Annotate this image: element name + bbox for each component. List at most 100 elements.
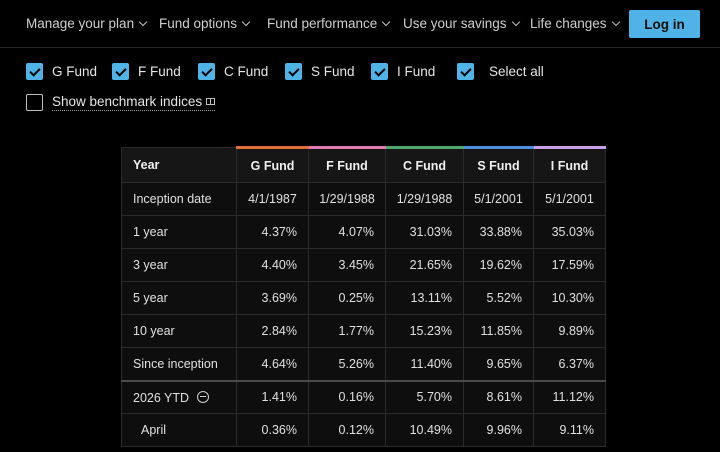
checkbox-checked-icon[interactable]	[457, 63, 474, 80]
benchmark-label-wrap[interactable]: Show benchmark indices	[52, 94, 216, 111]
table-row: 5 year 3.69% 0.25% 13.11% 5.52% 10.30%	[121, 281, 606, 315]
row-label: 2026 YTD	[133, 390, 190, 405]
row-label: April	[121, 413, 237, 447]
table-cell: 5.52%	[463, 281, 534, 315]
nav-fund-performance[interactable]: Fund performance	[267, 16, 391, 31]
checkbox-label: F Fund	[138, 64, 181, 79]
table-cell: 9.11%	[533, 413, 606, 447]
checkbox-label: I Fund	[397, 64, 436, 79]
row-label-ytd[interactable]: 2026 YTD	[121, 379, 237, 414]
top-nav: Manage your plan Fund options Fund perfo…	[0, 0, 720, 48]
login-button[interactable]: Log in	[629, 10, 700, 38]
table-cell: 5.70%	[385, 379, 464, 414]
chevron-down-icon	[611, 17, 620, 27]
table-cell: 1.41%	[236, 379, 309, 414]
checkbox-label: Show benchmark indices	[52, 94, 203, 109]
nav-label: Life changes	[530, 16, 607, 31]
checkbox-label: C Fund	[224, 64, 269, 79]
header-f-fund: F Fund	[308, 146, 386, 183]
chevron-down-icon	[241, 17, 251, 27]
checkbox-s-fund[interactable]: S Fund	[285, 63, 355, 80]
table-cell: 1/29/1988	[385, 182, 464, 216]
checkbox-f-fund[interactable]: F Fund	[112, 63, 181, 80]
table-cell: 6.37%	[533, 347, 606, 381]
table-cell: 9.96%	[463, 413, 534, 447]
nav-use-your-savings[interactable]: Use your savings	[403, 16, 520, 31]
checkbox-show-benchmark[interactable]: Show benchmark indices	[26, 94, 216, 111]
fund-performance-table: Year G Fund F Fund C Fund S Fund I Fund …	[121, 146, 606, 447]
table-cell: 5/1/2001	[463, 182, 534, 216]
nav-label: Fund options	[159, 16, 238, 31]
table-cell: 31.03%	[385, 215, 464, 249]
table-cell: 10.30%	[533, 281, 606, 315]
table-cell: 4/1/1987	[236, 182, 309, 216]
table-cell: 21.65%	[385, 248, 464, 282]
table-cell: 3.45%	[308, 248, 386, 282]
table-cell: 13.11%	[385, 281, 464, 315]
table-row-ytd[interactable]: 2026 YTD 1.41% 0.16% 5.70% 8.61% 11.12%	[121, 379, 606, 414]
table-cell: 0.36%	[236, 413, 309, 447]
table-cell: 11.12%	[533, 379, 606, 414]
table-cell: 5/1/2001	[533, 182, 606, 216]
checkbox-i-fund[interactable]: I Fund	[371, 63, 435, 80]
table-cell: 33.88%	[463, 215, 534, 249]
table-cell: 17.59%	[533, 248, 606, 282]
table-cell: 9.89%	[533, 314, 606, 348]
checkbox-c-fund[interactable]: C Fund	[198, 63, 268, 80]
checkbox-checked-icon[interactable]	[198, 63, 215, 80]
header-s-fund: S Fund	[463, 146, 534, 183]
table-cell: 15.23%	[385, 314, 464, 348]
table-cell: 9.65%	[463, 347, 534, 381]
table-cell: 35.03%	[533, 215, 606, 249]
table-row: 10 year 2.84% 1.77% 15.23% 11.85% 9.89%	[121, 314, 606, 348]
table-cell: 4.64%	[236, 347, 309, 381]
table-cell: 4.37%	[236, 215, 309, 249]
nav-manage-your-plan[interactable]: Manage your plan	[26, 16, 148, 31]
chevron-down-icon	[382, 17, 391, 27]
checkbox-label: Select all	[489, 64, 544, 79]
table-cell: 10.49%	[385, 413, 464, 447]
table-cell: 3.69%	[236, 281, 309, 315]
nav-fund-options[interactable]: Fund options	[159, 16, 251, 31]
nav-label: Use your savings	[403, 16, 507, 31]
table-cell: 19.62%	[463, 248, 534, 282]
row-label: 5 year	[121, 281, 237, 315]
checkbox-checked-icon[interactable]	[285, 63, 302, 80]
table-cell: 0.25%	[308, 281, 386, 315]
table-cell: 5.26%	[308, 347, 386, 381]
chevron-down-icon	[138, 17, 148, 27]
table-cell: 11.40%	[385, 347, 464, 381]
table-cell: 11.85%	[463, 314, 534, 348]
nav-life-changes[interactable]: Life changes	[530, 16, 620, 31]
header-c-fund: C Fund	[385, 146, 464, 183]
checkbox-label: G Fund	[52, 64, 98, 79]
table-row-month: April 0.36% 0.12% 10.49% 9.96% 9.11%	[121, 413, 606, 447]
row-label: Inception date	[121, 182, 237, 216]
table-cell: 8.61%	[463, 379, 534, 414]
header-g-fund: G Fund	[236, 146, 309, 183]
checkbox-checked-icon[interactable]	[371, 63, 388, 80]
row-label: 3 year	[121, 248, 237, 282]
table-cell: 1.77%	[308, 314, 386, 348]
table-row: Inception date 4/1/1987 1/29/1988 1/29/1…	[121, 182, 606, 216]
nav-label: Fund performance	[267, 16, 378, 31]
table-header-row: Year G Fund F Fund C Fund S Fund I Fund	[121, 146, 606, 183]
header-year: Year	[121, 147, 237, 183]
checkbox-g-fund[interactable]: G Fund	[26, 63, 97, 80]
checkbox-select-all[interactable]: Select all	[457, 63, 544, 80]
row-label: Since inception	[121, 347, 237, 381]
collapse-minus-icon[interactable]	[197, 390, 210, 403]
checkbox-checked-icon[interactable]	[112, 63, 129, 80]
checkbox-unchecked-icon[interactable]	[26, 94, 43, 111]
header-i-fund: I Fund	[533, 146, 606, 183]
table-cell: 2.84%	[236, 314, 309, 348]
table-cell: 0.16%	[308, 379, 386, 414]
checkbox-label: S Fund	[311, 64, 355, 79]
table-cell: 4.07%	[308, 215, 386, 249]
checkbox-checked-icon[interactable]	[26, 63, 43, 80]
table-cell: 1/29/1988	[308, 182, 386, 216]
row-label: 10 year	[121, 314, 237, 348]
book-icon	[206, 98, 216, 105]
table-cell: 0.12%	[308, 413, 386, 447]
table-row: 1 year 4.37% 4.07% 31.03% 33.88% 35.03%	[121, 215, 606, 249]
